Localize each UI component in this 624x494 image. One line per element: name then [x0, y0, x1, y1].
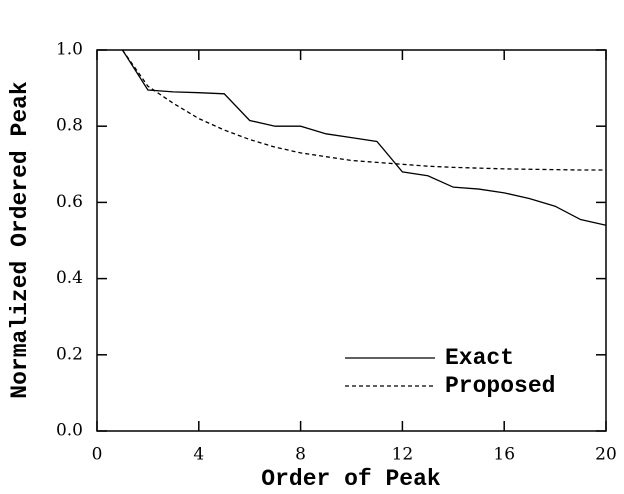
y-tick-label: 0.8 [56, 116, 83, 136]
y-tick-label: 0.2 [56, 344, 83, 364]
y-tick-label: 0.6 [56, 192, 83, 212]
x-tick-label: 0 [92, 445, 103, 465]
y-axis-label: Normalized Ordered Peak [7, 81, 33, 399]
y-tick-label: 0.0 [56, 421, 83, 441]
legend-label: Exact [445, 345, 514, 371]
x-tick-label: 4 [193, 445, 204, 465]
x-tick-label: 20 [595, 445, 617, 465]
y-tick-label: 1.0 [56, 40, 83, 60]
x-axis-label: Order of Peak [261, 466, 441, 492]
legend-label: Proposed [445, 373, 555, 399]
x-tick-label: 8 [295, 445, 306, 465]
line-series [121, 49, 606, 171]
y-tick-label: 0.4 [56, 268, 83, 288]
x-tick-label: 12 [392, 445, 414, 465]
line-series [121, 49, 607, 226]
plot-frame [96, 49, 607, 432]
x-tick-label: 16 [493, 445, 515, 465]
